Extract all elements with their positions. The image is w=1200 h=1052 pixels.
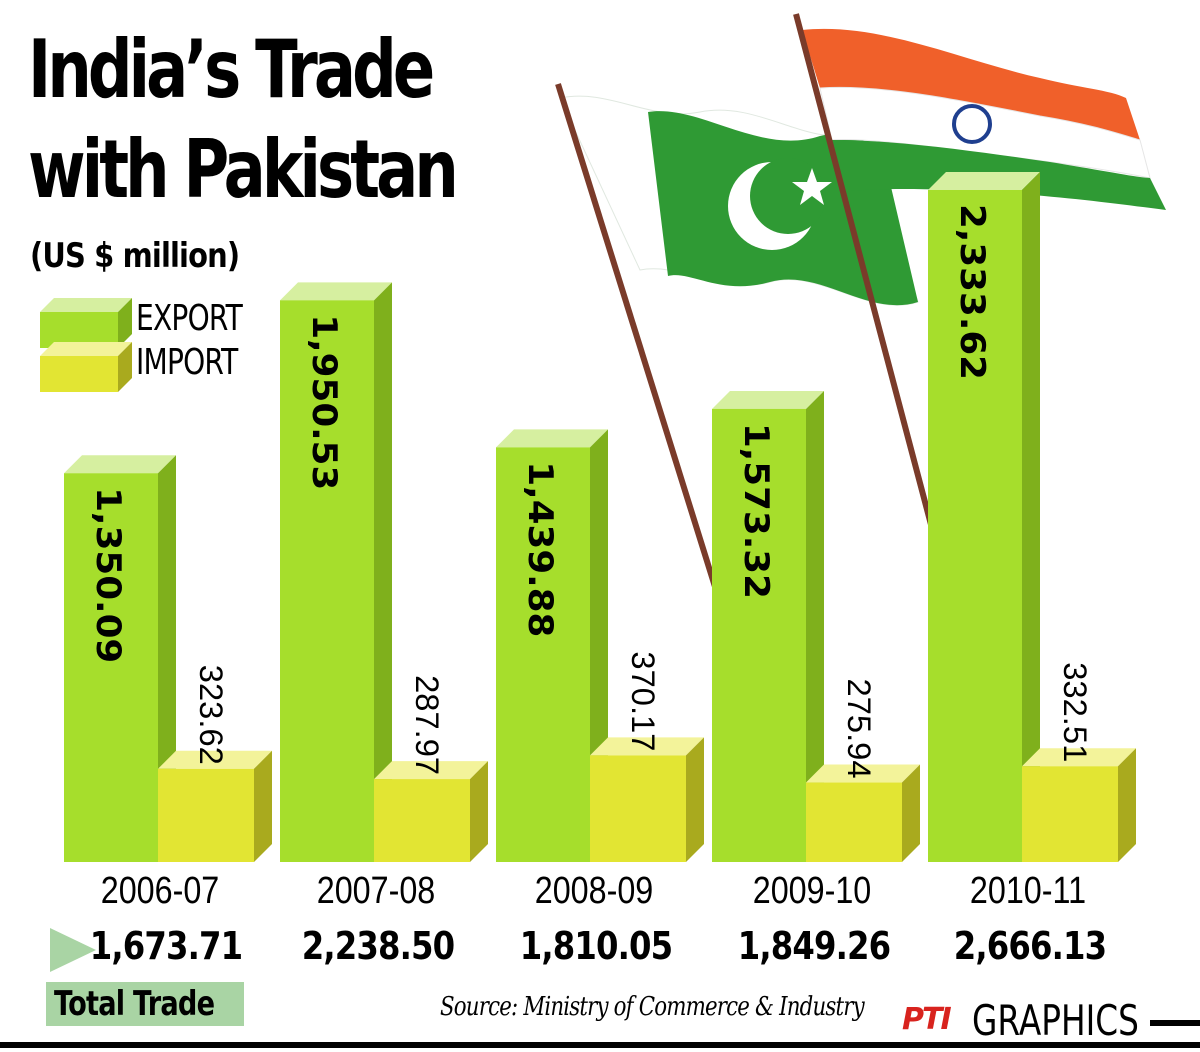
import-bar-front	[1022, 766, 1118, 862]
legend-swatches	[40, 298, 132, 392]
import-bar	[806, 764, 920, 862]
import-bar-side	[254, 750, 272, 862]
import-bar-top	[806, 764, 920, 783]
units-label: (US $ million)	[30, 236, 240, 276]
export-value-label: 1,950.53	[304, 314, 344, 490]
import-bar-side	[470, 761, 488, 862]
source-note: Source: Ministry of Commerce & Industry	[440, 992, 865, 1022]
export-bar-side	[806, 390, 824, 862]
import-bar-top	[1022, 748, 1136, 767]
import-bar	[374, 761, 488, 862]
bars-layer: 1,350.09 323.62 1,950.53 287.97 1,439.88 370.…	[64, 172, 1136, 862]
legend-export-swatch-side	[118, 298, 132, 348]
legend-export-label: EXPORT	[136, 298, 243, 339]
legend-import-swatch-front	[40, 356, 118, 392]
legend-import-swatch-side	[118, 342, 132, 392]
pti-logo: PTI	[902, 1002, 952, 1037]
export-bar	[712, 390, 824, 862]
export-bar	[64, 455, 176, 862]
import-value-label: 370.17	[625, 651, 661, 751]
category-label-2006-07: 2006-07	[100, 870, 220, 912]
export-bar-top	[712, 390, 824, 409]
import-bar-front	[806, 782, 902, 862]
export-bar-front	[64, 473, 158, 862]
export-bar-front	[712, 408, 806, 862]
footer-shapes	[50, 928, 96, 972]
export-bar-top	[280, 282, 392, 301]
import-bar-side	[1118, 748, 1136, 862]
pakistan-flag-pole	[555, 83, 719, 591]
legend-import-swatch	[40, 342, 132, 392]
category-label-2010-11: 2010-11	[969, 870, 1087, 912]
import-bar	[158, 750, 272, 862]
import-bar-front	[158, 768, 254, 862]
flags-decoration	[555, 13, 1166, 591]
title-line-1: India’s Trade	[28, 23, 435, 116]
bottom-rule	[0, 1042, 1200, 1048]
import-value-label: 287.97	[409, 675, 445, 775]
export-bar-top	[496, 429, 608, 448]
triangle-right-icon	[50, 928, 96, 972]
import-bar-side	[902, 764, 920, 862]
total-trade-label: Total Trade	[54, 984, 215, 1024]
legend-import-label: IMPORT	[136, 342, 238, 383]
export-bar-top	[64, 455, 176, 474]
crescent-inner	[750, 158, 826, 234]
import-bar-top	[158, 750, 272, 769]
import-bar-front	[590, 755, 686, 862]
export-bar-front	[928, 190, 1022, 862]
total-trade-value: 1,849.26	[737, 924, 891, 968]
export-bar-front	[280, 300, 374, 862]
graphics-label: GRAPHICS	[972, 996, 1139, 1045]
category-label-2008-09: 2008-09	[534, 870, 654, 912]
india-flag-pole	[793, 13, 937, 537]
legend-export-swatch	[40, 298, 132, 348]
star-icon	[792, 168, 832, 205]
export-bar	[280, 282, 392, 862]
category-label-2007-08: 2007-08	[316, 870, 436, 912]
export-bar-side	[1022, 172, 1040, 862]
bottom-rule-accent	[1150, 1020, 1200, 1026]
import-bar	[1022, 748, 1136, 862]
total-trade-value: 1,810.05	[519, 924, 673, 968]
title-line-2: with Pakistan	[28, 123, 459, 216]
total-trade-value: 2,666.13	[953, 924, 1107, 968]
import-value-label: 323.62	[193, 665, 229, 765]
total-trade-value: 2,238.50	[301, 924, 455, 968]
legend-export-swatch-top	[40, 298, 132, 312]
export-bar-top	[928, 172, 1040, 190]
export-bar	[928, 172, 1040, 862]
india-flag-saffron	[802, 28, 1140, 140]
import-bar	[590, 737, 704, 862]
export-bar-side	[374, 282, 392, 862]
export-value-label: 1,573.32	[736, 423, 776, 599]
import-bar-top	[590, 737, 704, 756]
import-bar-side	[686, 737, 704, 862]
export-bar-front	[496, 447, 590, 862]
import-value-label: 275.94	[841, 679, 877, 779]
export-value-label: 1,350.09	[88, 487, 128, 663]
export-value-label: 2,333.62	[952, 204, 992, 380]
legend-import-swatch-top	[40, 342, 132, 356]
total-trade-value: 1,673.71	[89, 924, 243, 968]
total-trade-box	[46, 982, 244, 1026]
export-value-label: 1,439.88	[520, 461, 560, 637]
import-bar-top	[374, 761, 488, 780]
category-label-2009-10: 2009-10	[752, 870, 872, 912]
import-value-label: 332.51	[1057, 662, 1093, 762]
import-bar-front	[374, 779, 470, 862]
ashoka-chakra-icon	[952, 104, 992, 144]
